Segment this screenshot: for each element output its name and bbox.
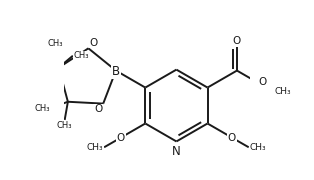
Text: O: O — [117, 132, 125, 143]
Text: CH₃: CH₃ — [57, 122, 73, 130]
Text: N: N — [172, 145, 181, 158]
Text: CH₃: CH₃ — [275, 87, 291, 96]
Text: CH₃: CH₃ — [74, 51, 89, 60]
Text: B: B — [112, 65, 120, 78]
Text: O: O — [228, 132, 236, 143]
Text: O: O — [233, 36, 241, 46]
Text: CH₃: CH₃ — [48, 39, 63, 48]
Text: O: O — [89, 38, 98, 48]
Text: O: O — [258, 77, 266, 87]
Text: CH₃: CH₃ — [34, 103, 50, 112]
Text: O: O — [94, 104, 102, 114]
Text: CH₃: CH₃ — [87, 143, 103, 152]
Text: CH₃: CH₃ — [250, 143, 266, 152]
